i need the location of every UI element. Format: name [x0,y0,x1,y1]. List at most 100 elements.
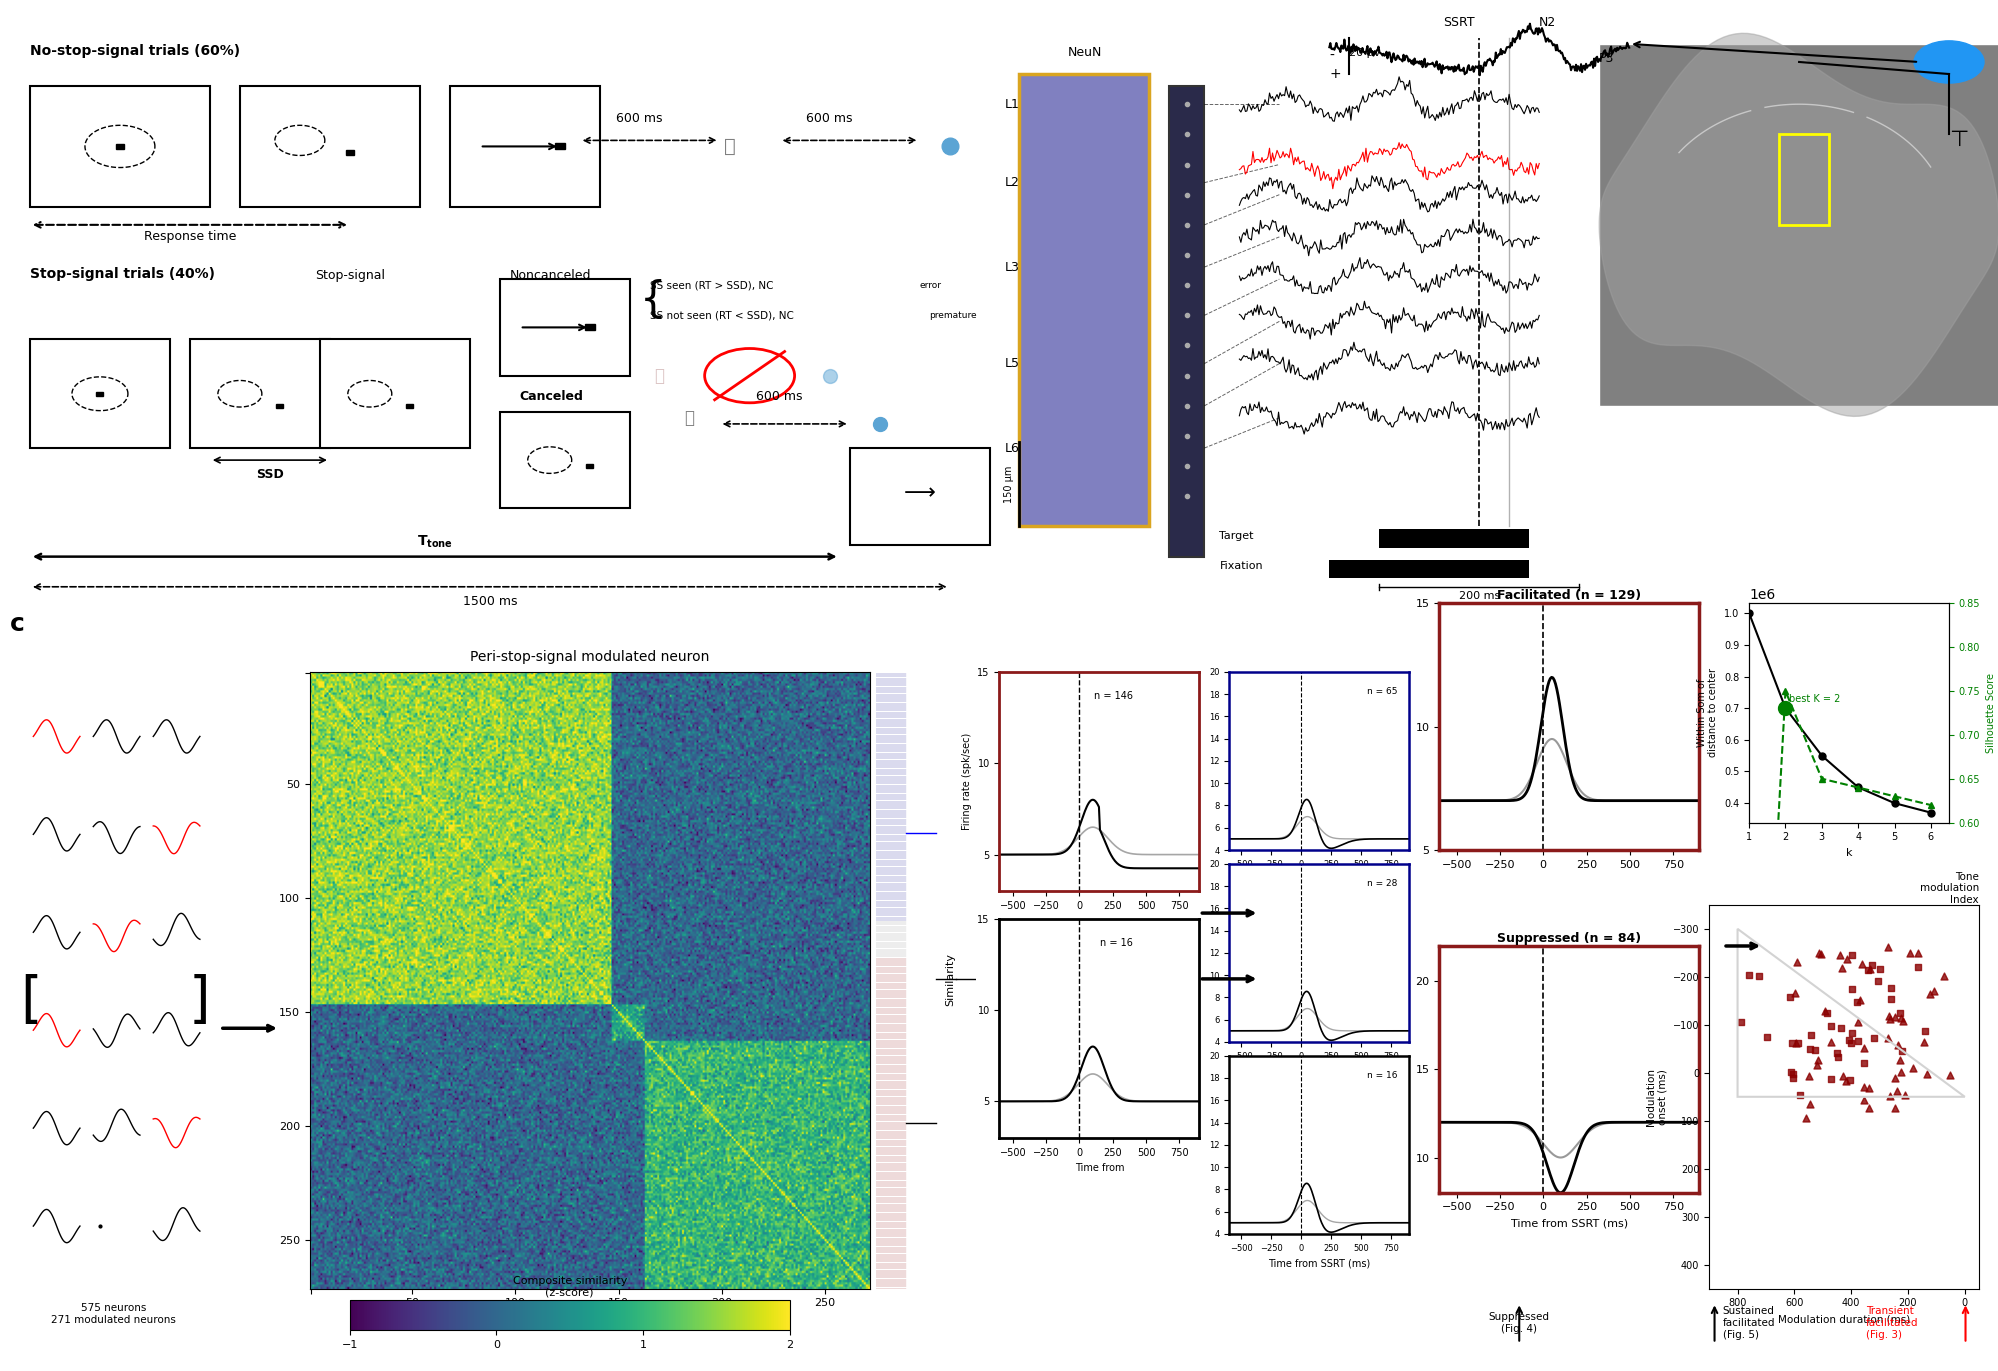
Point [1784,1083,1816,1105]
Bar [1379,529,1528,547]
Point [1794,1024,1826,1046]
Point [1840,991,1872,1013]
Point [1934,1064,1966,1086]
Point [1872,1086,1904,1108]
X-axis label: Unit Number: Unit Number [549,1313,629,1327]
Text: 600 ms: 600 ms [615,112,663,125]
Point [1848,1052,1880,1073]
Point [1884,1041,1916,1063]
Text: 600 ms: 600 ms [755,389,803,403]
Point [1884,1008,1916,1030]
Point [1814,1031,1846,1053]
Text: 200 ms: 200 ms [1459,591,1498,600]
Bar [450,86,599,207]
Bar [849,448,989,544]
Point [1846,1036,1878,1058]
Bar [276,403,284,409]
Point [1880,1080,1912,1102]
Text: [: [ [20,973,42,1028]
Point [1830,1069,1862,1091]
Point [1774,1061,1806,1083]
Point [1732,964,1764,986]
Point [1846,953,1878,975]
Text: L1: L1 [1003,97,1019,111]
Point [1878,1097,1910,1119]
Polygon shape [1598,33,1998,417]
FancyBboxPatch shape [1019,74,1149,526]
Point [1834,945,1866,967]
Point [1862,958,1894,980]
Point [1826,957,1858,979]
Text: best K = 2: best K = 2 [1788,694,1840,703]
Point [1792,1094,1824,1116]
Point [1820,1042,1852,1064]
Point [1776,1067,1808,1089]
Point [1750,1027,1782,1049]
Bar [585,463,593,469]
Text: Stop-signal trials (40%): Stop-signal trials (40%) [30,267,216,281]
Point [1836,978,1868,999]
Point [1914,983,1946,1005]
Point [1880,1034,1912,1056]
Point [1810,1002,1842,1024]
Point [1780,1032,1812,1054]
Text: premature: premature [929,311,977,319]
Y-axis label: Within Som of
distance to center: Within Som of distance to center [1696,669,1718,757]
Text: ⟶: ⟶ [903,484,935,503]
Text: +: + [1329,67,1341,81]
Bar [500,411,629,509]
Text: n = 65: n = 65 [1367,687,1397,696]
X-axis label: k: k [1844,847,1852,858]
Bar [240,86,420,207]
Bar [1329,559,1528,577]
Point [1886,1009,1918,1031]
Bar [320,340,470,448]
Point [1804,943,1836,965]
Point [1872,1005,1904,1027]
Point [1852,1097,1884,1119]
Text: Noncanceled: Noncanceled [509,269,591,282]
Point [1780,951,1812,973]
Point [1848,1076,1880,1098]
Point [1872,1027,1904,1049]
Point [1824,1017,1856,1039]
Text: 600 ms: 600 ms [805,112,853,125]
Bar [406,403,414,409]
Point [1808,1001,1840,1023]
Text: Target: Target [1219,531,1253,540]
Point [1926,965,1958,987]
Point [1776,1063,1808,1084]
Point [1852,1078,1884,1100]
Point [1872,936,1904,958]
Point [1794,1038,1826,1060]
Point [1792,1064,1824,1086]
Text: n = 28: n = 28 [1367,879,1397,888]
Text: Canceled: Canceled [519,389,583,403]
Bar [96,392,104,396]
Y-axis label: Silhouette Score: Silhouette Score [1984,673,1994,753]
Point [1854,958,1886,980]
Point [1832,1028,1864,1050]
Point [1884,1049,1916,1071]
Bar [1778,134,1828,225]
Text: n = 16: n = 16 [1367,1071,1397,1080]
Text: 🔊: 🔊 [723,137,735,156]
Bar [585,325,595,330]
Text: Tone
modulation
Index: Tone modulation Index [1918,872,1978,905]
Bar [30,340,170,448]
Point [1778,982,1810,1004]
Text: Fixation: Fixation [1219,561,1263,570]
Point [1908,1020,1940,1042]
Bar [1169,86,1205,557]
Text: N2: N2 [1538,16,1556,29]
Text: SS not seen (RT < SSD), NC: SS not seen (RT < SSD), NC [649,310,793,321]
Text: Response time: Response time [144,230,236,243]
Bar [555,144,565,149]
Point [1884,1002,1916,1024]
Point [1878,1005,1910,1027]
Point [1902,956,1934,978]
Bar [1598,44,1998,406]
Circle shape [1912,41,1982,84]
Text: 20 µv: 20 µv [1349,48,1381,58]
Point [1874,978,1906,999]
